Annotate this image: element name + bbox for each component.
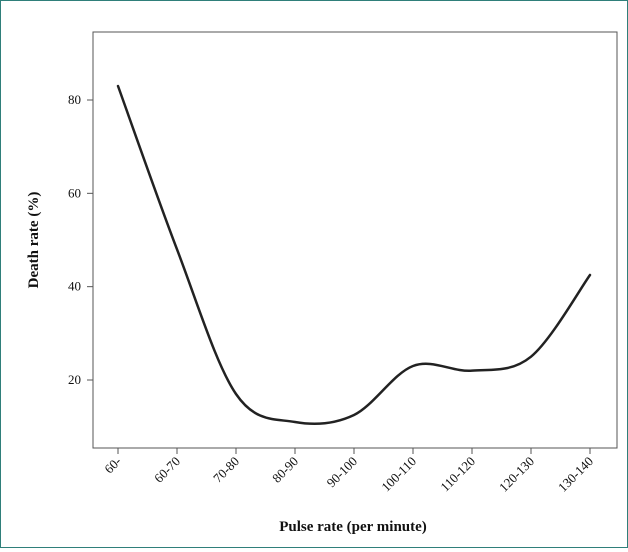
x-tick-label: 90-100 [323,454,360,491]
x-tick-label: 100-110 [378,454,419,495]
x-tick-label: 60-70 [151,454,183,486]
y-tick-label: 40 [68,279,81,294]
series-line [116,84,592,426]
x-tick-label: 70-80 [210,454,242,486]
y-tick-label: 20 [68,372,81,387]
x-tick-label: 110-120 [437,454,478,495]
x-tick-label: 80-90 [269,454,301,486]
plot-area [92,31,618,449]
x-tick-label: 130-140 [555,454,596,495]
y-axis: 20 40 60 80 [68,92,93,387]
y-tick-label: 60 [68,185,81,200]
y-tick-label: 80 [68,92,81,107]
x-axis: 60- 60-70 70-80 80-90 90-100 100-110 110-120 12… [101,448,596,495]
y-axis-label: Death rate (%) [26,192,42,289]
x-axis-label: Pulse rate (per minute) [279,519,427,535]
x-tick-label: 120-130 [496,454,537,495]
x-tick-label: 60- [101,454,124,477]
